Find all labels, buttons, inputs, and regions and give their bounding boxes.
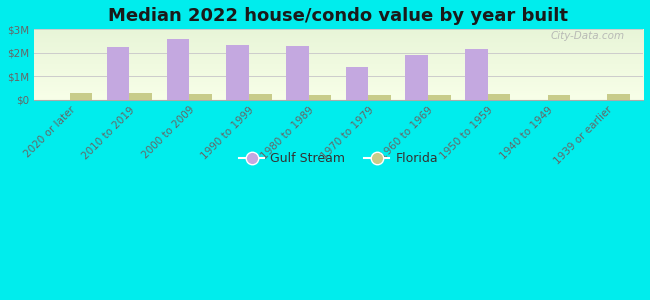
Bar	[249, 94, 272, 100]
Bar	[369, 95, 391, 100]
Bar	[166, 39, 189, 100]
Text: City-Data.com: City-Data.com	[551, 32, 625, 41]
Bar	[107, 47, 129, 100]
Bar	[428, 95, 450, 100]
Bar	[226, 45, 249, 100]
Legend: Gulf Stream, Florida: Gulf Stream, Florida	[234, 147, 443, 170]
Bar	[309, 95, 332, 100]
Bar	[607, 94, 630, 100]
Bar	[547, 95, 570, 100]
Bar	[465, 49, 488, 100]
Bar	[488, 94, 510, 100]
Bar	[189, 94, 212, 100]
Bar	[129, 93, 152, 100]
Title: Median 2022 house/condo value by year built: Median 2022 house/condo value by year bu…	[109, 7, 569, 25]
Bar	[406, 55, 428, 100]
Bar	[346, 68, 369, 100]
Bar	[70, 92, 92, 100]
Bar	[286, 46, 309, 100]
